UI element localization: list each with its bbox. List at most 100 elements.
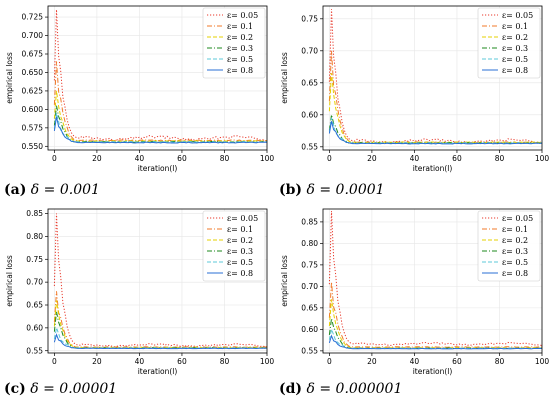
legend: ε= 0.05 ε= 0.1 ε= 0.2 ε= 0.3 ε= 0.5 ε= 0.8 (477, 7, 541, 79)
legend-label: ε= 0.3 (227, 247, 253, 256)
y-tick-label: 0.60 (301, 110, 318, 119)
chart-c: 0 20 40 60 80 100 0.55 0.60 0.65 0.70 0.75 0.80 0.85… (5, 208, 275, 376)
series-line (328, 9, 543, 144)
x-axis-label: iteration(l) (413, 367, 453, 376)
legend-label: ε= 0.2 (502, 33, 528, 42)
caption-text: δ = 0.0001 (306, 182, 385, 198)
y-tick-label: 0.550 (22, 142, 44, 151)
caption-b: (b) δ = 0.0001 (279, 182, 385, 198)
legend: ε= 0.05 ε= 0.1 ε= 0.2 ε= 0.3 ε= 0.5 ε= 0.8 (202, 210, 266, 282)
series-line (328, 121, 543, 145)
x-tick-label: 0 (52, 154, 57, 163)
legend-label: ε= 0.5 (227, 55, 253, 64)
caption-letter: (a) (4, 182, 27, 198)
legend-label: ε= 0.2 (502, 236, 528, 245)
caption-c: (c) δ = 0.00001 (4, 381, 117, 397)
series-line (53, 311, 268, 349)
plot-frame (322, 208, 543, 354)
series-line (328, 73, 543, 144)
legend-label: ε= 0.8 (502, 66, 528, 75)
x-tick-label: 100 (260, 357, 275, 366)
y-tick-label: 0.55 (26, 346, 43, 355)
y-tick-label: 0.85 (26, 209, 43, 218)
x-axis-label: iteration(l) (138, 367, 178, 376)
series-line (53, 213, 268, 348)
plot-frame (47, 5, 268, 151)
series-line (53, 333, 268, 350)
y-tick-label: 0.75 (26, 255, 43, 264)
y-tick-label: 0.650 (22, 68, 44, 77)
legend-label: ε= 0.2 (227, 33, 253, 42)
chart-b: 0 20 40 60 80 100 0.55 0.60 0.65 0.70 0.75 iteratio… (280, 5, 550, 173)
grid (48, 209, 268, 353)
y-tick-label: 0.70 (301, 282, 318, 291)
y-tick-label: 0.55 (301, 346, 318, 355)
legend-label: ε= 0.3 (227, 44, 253, 53)
chart-a: 0 20 40 60 80 100 0.550 0.575 0.600 0.625 0.650 0.6… (5, 5, 275, 173)
x-tick-label: 0 (327, 154, 332, 163)
x-tick-label: 80 (220, 357, 230, 366)
y-tick-label: 0.60 (301, 325, 318, 334)
y-tick-label: 0.75 (301, 14, 318, 23)
y-tick-label: 0.700 (22, 31, 44, 40)
legend-label: ε= 0.1 (227, 225, 253, 234)
legend-label: ε= 0.2 (227, 236, 253, 245)
x-tick-label: 80 (495, 154, 505, 163)
y-tick-label: 0.60 (26, 323, 43, 332)
x-tick-label: 20 (92, 154, 102, 163)
series-line (328, 334, 543, 350)
y-tick-label: 0.75 (301, 260, 318, 269)
y-tick-label: 0.575 (22, 123, 44, 132)
chart-d: 0 20 40 60 80 100 0.55 0.60 0.65 0.70 0.75 0.80 0.85… (280, 208, 549, 376)
chart-panel-a: 0 20 40 60 80 100 0.550 0.575 0.600 0.625 0.650 0.6… (0, 0, 275, 203)
series-line (328, 50, 543, 144)
legend-label: ε= 0.3 (502, 44, 528, 53)
x-tick-label: 0 (52, 357, 57, 366)
caption-d: (d) δ = 0.000001 (279, 381, 402, 397)
x-tick-label: 40 (410, 357, 420, 366)
y-axis-label: empirical loss (5, 52, 14, 104)
x-tick-label: 80 (220, 154, 230, 163)
series-line (53, 291, 268, 348)
y-tick-label: 0.675 (22, 50, 44, 59)
legend-label: ε= 0.05 (227, 214, 258, 223)
plot-frame (322, 5, 543, 151)
x-tick-label: 60 (177, 357, 187, 366)
x-tick-label: 60 (452, 154, 462, 163)
x-tick-label: 40 (135, 357, 145, 366)
y-tick-label: 0.70 (26, 278, 43, 287)
caption-text: δ = 0.000001 (306, 381, 403, 397)
legend: ε= 0.05 ε= 0.1 ε= 0.2 ε= 0.3 ε= 0.5 ε= 0.8 (477, 210, 541, 282)
legend-label: ε= 0.8 (227, 269, 253, 278)
legend-label: ε= 0.5 (502, 258, 528, 267)
y-tick-label: 0.65 (26, 301, 43, 310)
caption-letter: (d) (279, 381, 303, 397)
x-tick-label: 100 (535, 154, 550, 163)
x-tick-label: 60 (177, 154, 187, 163)
series-line (53, 61, 268, 142)
y-axis-label: empirical loss (280, 255, 289, 307)
y-tick-label: 0.80 (301, 239, 318, 248)
legend-label: ε= 0.5 (502, 55, 528, 64)
x-tick-label: 40 (410, 154, 420, 163)
caption-text: δ = 0.00001 (30, 381, 118, 397)
legend-label: ε= 0.1 (227, 22, 253, 31)
y-axis-label: empirical loss (5, 255, 14, 307)
x-tick-label: 100 (260, 154, 275, 163)
plot-frame (47, 208, 268, 354)
x-axis-label: iteration(l) (138, 164, 178, 173)
series-line (53, 325, 268, 349)
legend-label: ε= 0.05 (502, 214, 533, 223)
series-line (328, 327, 543, 350)
caption-a: (a) δ = 0.001 (4, 182, 100, 198)
legend-label: ε= 0.1 (502, 22, 528, 31)
chart-panel-b: 0 20 40 60 80 100 0.55 0.60 0.65 0.70 0.75 iteratio… (275, 0, 550, 203)
series-line (53, 300, 268, 349)
y-tick-label: 0.625 (22, 87, 44, 96)
chart-panel-c: 0 20 40 60 80 100 0.55 0.60 0.65 0.70 0.75 0.80 0.85… (0, 203, 275, 406)
legend-label: ε= 0.8 (227, 66, 253, 75)
y-tick-label: 0.70 (301, 46, 318, 55)
series-line (53, 116, 268, 144)
legend-label: ε= 0.5 (227, 258, 253, 267)
legend-label: ε= 0.05 (502, 11, 533, 20)
